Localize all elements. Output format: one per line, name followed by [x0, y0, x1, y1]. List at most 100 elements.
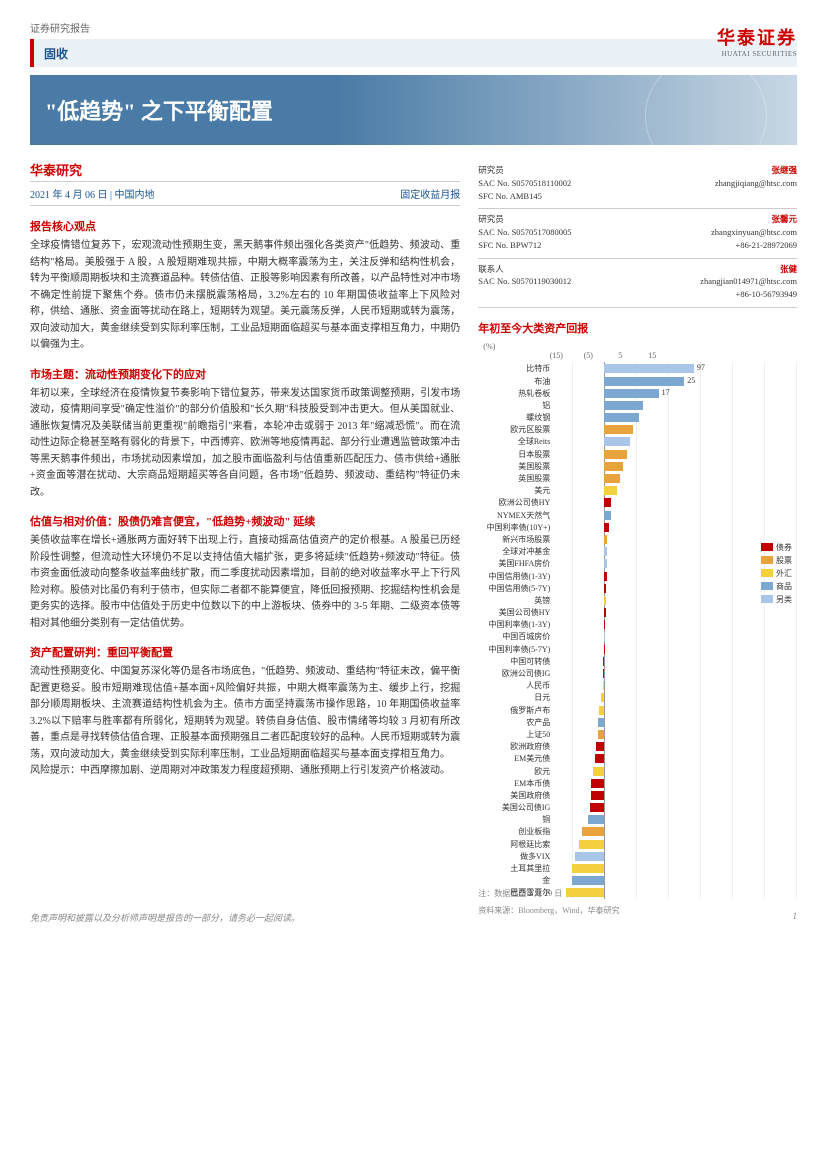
bar [591, 779, 604, 788]
bar-row: 日本股票 [478, 448, 797, 460]
bar-row: 铝 [478, 399, 797, 411]
analyst-role: 联系人 [478, 263, 504, 276]
legend-label: 另类 [776, 594, 792, 605]
bar [598, 730, 604, 739]
bar-label: 欧元 [478, 766, 556, 777]
category-band: 固收 [30, 39, 797, 67]
research-brand: 华泰研究 [30, 160, 460, 182]
section-body: 风险提示：中西摩擦加剧、逆周期对冲政策发力程度超预期、通胀预期上行引发资产价格波… [30, 763, 460, 780]
analyst-role: 研究员 [478, 164, 504, 177]
bar [604, 584, 606, 593]
analyst-contact: +86-10-56793949 [736, 288, 797, 301]
chart-legend: 债券股票外汇商品另类 [761, 542, 792, 607]
bar-row: 中国信用债(5-7Y) [478, 582, 797, 594]
bar-label: 美国FHFA房价 [478, 558, 556, 569]
bar-label: 新兴市场股票 [478, 534, 556, 545]
bar [575, 852, 604, 861]
bar-row: 全球对冲基金 [478, 546, 797, 558]
bar-row: 全球Reits [478, 436, 797, 448]
bar [590, 803, 604, 812]
analyst-credential: SFC No. AMB145 [478, 190, 542, 203]
bar-label: 中国可转债 [478, 656, 556, 667]
bar [604, 620, 605, 629]
logo-en: HUATAI SECURITIES [717, 50, 797, 58]
section-body: 美债收益率在增长+通胀两方面好转下出现上行，直接动摇高估值资产的定价根基。A 股… [30, 533, 460, 632]
bar [604, 523, 609, 532]
axis-tick: (5) [576, 351, 600, 360]
bar-label: 阿根廷比索 [478, 839, 556, 850]
bar [604, 559, 607, 568]
bar [604, 377, 684, 386]
bar-row: 做多VIX [478, 850, 797, 862]
bar-row: 美国FHFA房价 [478, 558, 797, 570]
bar-label: 布油 [478, 376, 556, 387]
bar-row: 欧洲政府债 [478, 741, 797, 753]
category-text: 固收 [44, 45, 68, 62]
bar-row: 欧元区股票 [478, 424, 797, 436]
bar [604, 425, 633, 434]
report-title: "低趋势" 之下平衡配置 [45, 94, 273, 126]
bar-label: 日元 [478, 692, 556, 703]
main-column: 华泰研究 2021 年 4 月 06 日 | 中国内地 固定收益月报 报告核心观… [30, 160, 460, 916]
bar-label: 欧元区股票 [478, 424, 556, 435]
bar [604, 596, 606, 605]
bar [603, 657, 604, 666]
brand-logo: 华泰证券 HUATAI SECURITIES [717, 24, 797, 58]
analyst-contact: zhangxinyuan@htsc.com [711, 226, 797, 239]
bar [595, 754, 605, 763]
bar-label: 美国政府债 [478, 790, 556, 801]
bar-label: 全球对冲基金 [478, 546, 556, 557]
bar-row: 美国公司债HY [478, 607, 797, 619]
section-body: 流动性预期变化、中国复苏深化等仍是各市场底色，"低趋势、频波动、重结构"特征未改… [30, 664, 460, 763]
bar-row: 比特币97 [478, 363, 797, 375]
bar [596, 742, 604, 751]
analyst-block: 研究员张馨元SAC No. S0570517080005zhangxinyuan… [478, 209, 797, 258]
bar-label: 农产品 [478, 717, 556, 728]
page-number: 1 [793, 911, 798, 924]
bar-row: 新兴市场股票 [478, 533, 797, 545]
bar-row: 巴西雷亚尔 [478, 887, 797, 899]
legend-label: 股票 [776, 555, 792, 566]
bar-label: 中国信用债(5-7Y) [478, 583, 556, 594]
legend-swatch [761, 569, 773, 577]
bar-label: 美国股票 [478, 461, 556, 472]
section-heading: 市场主题：流动性预期变化下的应对 [30, 366, 460, 382]
bar [604, 632, 605, 641]
doc-type-label: 证券研究报告 [30, 20, 797, 35]
meta-line: 2021 年 4 月 06 日 | 中国内地 固定收益月报 [30, 186, 460, 206]
bar-row: 铜 [478, 814, 797, 826]
analyst-role: 研究员 [478, 213, 504, 226]
bar-label: 欧洲政府债 [478, 741, 556, 752]
bar [566, 888, 604, 897]
bar-label: 美元 [478, 485, 556, 496]
analyst-contact: zhangjiqiang@htsc.com [715, 177, 797, 190]
axis-tick: (15) [544, 351, 568, 360]
bar [604, 645, 605, 654]
bar [604, 547, 607, 556]
bar-label: 俄罗斯卢布 [478, 705, 556, 716]
bar-row: 上证50 [478, 728, 797, 740]
bar-row: EM美元债 [478, 753, 797, 765]
bar-label: 中国百城房价 [478, 631, 556, 642]
bar-row: 布油25 [478, 375, 797, 387]
bar [604, 364, 694, 373]
legend-swatch [761, 595, 773, 603]
bar-row: 欧洲公司债HY [478, 497, 797, 509]
bar-row: 金 [478, 875, 797, 887]
bar-label: 铜 [478, 814, 556, 825]
analyst-contact: zhangjian014971@htsc.com [700, 275, 797, 288]
bar-label: EM本币债 [478, 778, 556, 789]
bar [579, 840, 605, 849]
bar-label: 欧洲公司债HY [478, 497, 556, 508]
bar-label: NYMEX天然气 [478, 510, 556, 521]
analyst-credential: SAC No. S0570517080005 [478, 226, 571, 239]
bar-label: 全球Reits [478, 436, 556, 447]
bar [599, 706, 604, 715]
bar [604, 608, 605, 617]
bar-label: 美国公司债HY [478, 607, 556, 618]
legend-label: 商品 [776, 581, 792, 592]
analyst-credential: SFC No. BPW712 [478, 239, 541, 252]
bar [604, 450, 626, 459]
bar-label: 上证50 [478, 729, 556, 740]
analyst-credential: SAC No. S0570518110002 [478, 177, 571, 190]
